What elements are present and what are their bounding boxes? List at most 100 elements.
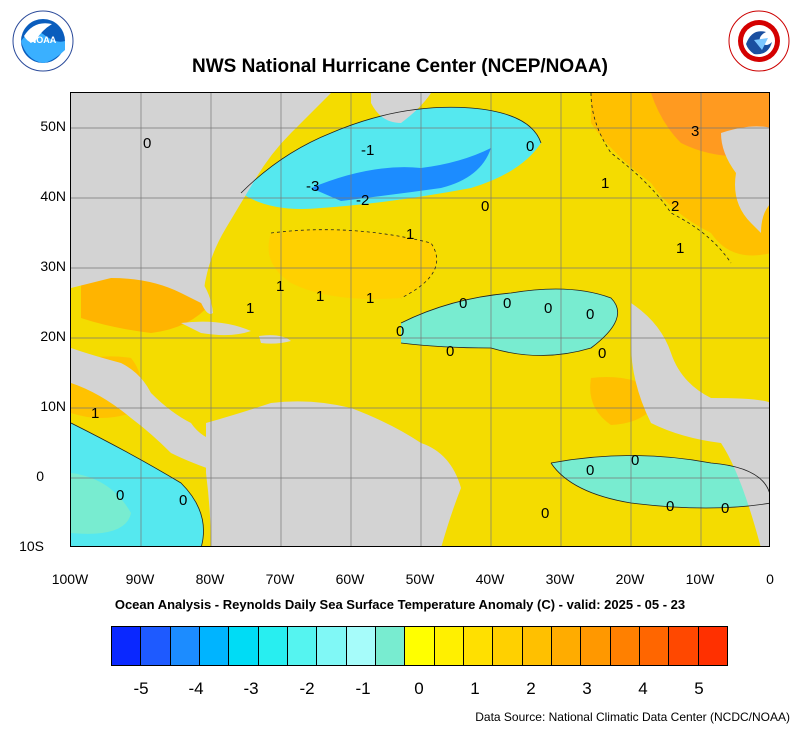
colorbar-segment: [610, 627, 640, 665]
colorbar-label: 4: [638, 679, 648, 698]
lat-label-20n: 20N: [40, 328, 66, 344]
contour-label: 3: [691, 123, 699, 140]
contour-label: 1: [246, 300, 254, 317]
lon-label-50w: 50W: [405, 571, 435, 587]
sst-anomaly-map: 3 2 1 1 1 1 1 0 0 0 0 0 0 0 0 0 0 0 0 0 …: [70, 92, 770, 547]
hispaniola-land: [259, 335, 291, 344]
contour-label: -3: [306, 178, 319, 195]
lat-label-30n: 30N: [40, 258, 66, 274]
colorbar-segment: [463, 627, 494, 665]
noaa-logo-text: NOAA: [30, 35, 57, 45]
colorbar-segment: [258, 627, 288, 665]
lon-label-70w: 70W: [265, 571, 295, 587]
noaa-logo: NOAA: [12, 10, 74, 72]
chart-subtitle: Ocean Analysis - Reynolds Daily Sea Surf…: [114, 597, 686, 612]
contour-label: 1: [366, 290, 374, 307]
colorbar-label: 5: [694, 679, 704, 698]
canada-island: [371, 93, 431, 123]
colorbar-segment: [170, 627, 200, 665]
colorbar-segment: [287, 627, 318, 665]
contour-label: 0: [631, 452, 639, 469]
colorbar-segment: [581, 627, 611, 665]
colorbar-label: -2: [299, 679, 315, 698]
colorbar-segment: [229, 627, 259, 665]
colorbar-segment: [522, 627, 552, 665]
contour-label-group: 3 2 1 1 1 1 1 0 0 0 0 0 0 0 0 0 0 0 0 0 …: [91, 123, 729, 522]
colorbar-segment: [551, 627, 582, 665]
contour-label: 1: [276, 278, 284, 295]
contour-label: 0: [481, 198, 489, 215]
contour-label: 1: [676, 240, 684, 257]
africa-land: [631, 303, 769, 546]
lat-label-10s: 10S: [19, 538, 44, 554]
graticule: [71, 93, 769, 546]
warm-anomaly-central: [268, 229, 437, 299]
contour-label: 1: [91, 405, 99, 422]
colorbar-segment: [639, 627, 670, 665]
contour-label: 0: [598, 345, 606, 362]
cool-anomaly-eq-east: [551, 455, 769, 508]
contour-label: 0: [143, 135, 151, 152]
colorbar-segment: [698, 627, 727, 665]
contour-label: 0: [586, 306, 594, 323]
contour-label: 0: [526, 138, 534, 155]
lat-label-10n: 10N: [40, 398, 66, 414]
lat-label-0: 0: [36, 468, 44, 484]
colorbar-label: -4: [188, 679, 204, 698]
europe-land: [721, 126, 769, 233]
contour-label: 1: [406, 226, 414, 243]
south-america-land: [206, 401, 461, 546]
florida-land: [199, 278, 213, 314]
lon-label-60w: 60W: [335, 571, 365, 587]
contour-lines: [71, 93, 769, 546]
north-america-land: [71, 93, 331, 308]
central-america-land: [71, 348, 221, 473]
colorbar-segment: [375, 627, 406, 665]
contour-label: 0: [179, 492, 187, 509]
colorbar-label: 1: [470, 679, 480, 698]
colorbar: [111, 626, 728, 666]
contour-label: 1: [601, 175, 609, 192]
colorbar-segment: [112, 627, 142, 665]
map-canvas: 3 2 1 1 1 1 1 0 0 0 0 0 0 0 0 0 0 0 0 0 …: [71, 93, 769, 546]
contour-label: 0: [586, 462, 594, 479]
colorbar-segment: [493, 627, 523, 665]
cool-anomaly-north-core: [311, 148, 491, 201]
contour-label: 0: [396, 323, 404, 340]
contour-label: -2: [356, 192, 369, 209]
contour-label: 0: [446, 343, 454, 360]
colorbar-segment: [317, 627, 347, 665]
colorbar-label: -1: [355, 679, 371, 698]
colorbar-label: -3: [243, 679, 259, 698]
contour-label: 0: [503, 295, 511, 312]
lat-label-50n: 50N: [40, 118, 66, 134]
colorbar-segment: [199, 627, 230, 665]
contour-label: 0: [459, 295, 467, 312]
colorbar-label: 3: [582, 679, 592, 698]
lon-label-20w: 20W: [615, 571, 645, 587]
lon-label-40w: 40W: [475, 571, 505, 587]
data-source: Data Source: National Climatic Data Cent…: [475, 710, 790, 724]
colorbar-segment: [141, 627, 171, 665]
lon-label-0: 0: [766, 571, 774, 587]
nws-logo: [728, 10, 790, 72]
lon-label-100w: 100W: [51, 571, 89, 587]
colorbar-segment: [405, 627, 435, 665]
contour-label: 2: [671, 198, 679, 215]
colorbar-label: 2: [526, 679, 536, 698]
contour-label: 0: [721, 500, 729, 517]
contour-label: 0: [116, 487, 124, 504]
colorbar-segment: [669, 627, 699, 665]
cool-anomaly-north: [241, 107, 541, 209]
colorbar-label: 0: [414, 679, 424, 698]
lon-label-10w: 10W: [685, 571, 715, 587]
lon-label-80w: 80W: [195, 571, 225, 587]
contour-label: 0: [541, 505, 549, 522]
cool-anomaly-tropical-band: [401, 289, 618, 356]
chart-title: NWS National Hurricane Center (NCEP/NOAA…: [192, 56, 608, 77]
lat-label-40n: 40N: [40, 188, 66, 204]
lon-label-90w: 90W: [125, 571, 155, 587]
contour-label: 0: [544, 300, 552, 317]
colorbar-segment: [346, 627, 376, 665]
contour-label: 0: [666, 498, 674, 515]
